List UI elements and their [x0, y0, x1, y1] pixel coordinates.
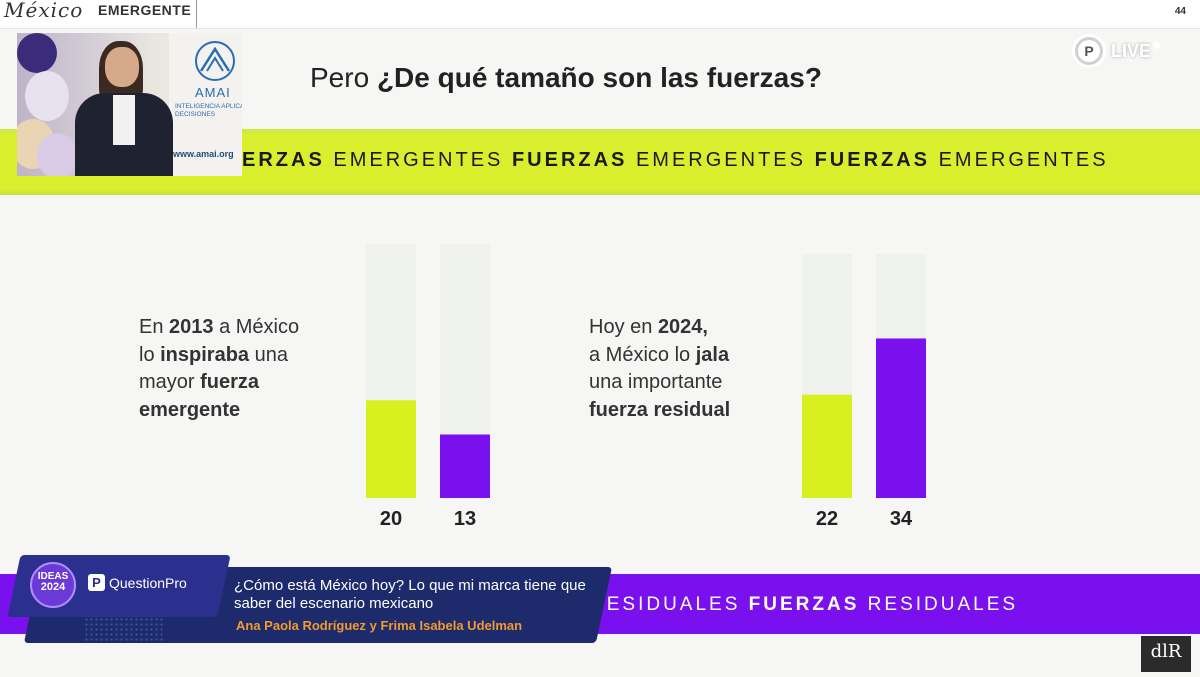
right-statement: Hoy en 2024, a México lo jala una import…	[589, 316, 731, 421]
live-label: LIVE	[1111, 40, 1152, 61]
lower-third-caption: IDEAS 2024 P QuestionPro ¿Cómo está Méxi…	[7, 555, 613, 645]
bar-value-label: 22	[816, 508, 838, 530]
logo-divider	[196, 0, 197, 28]
questionpro-logo: P QuestionPro	[88, 574, 187, 591]
balloon-image	[37, 133, 77, 176]
amai-subtitle: INTELIGENCIA APLICADA A DECISIONES	[175, 103, 242, 118]
bar	[876, 338, 926, 498]
title-lead: Pero	[310, 62, 377, 93]
speaker-video: AMAI INTELIGENCIA APLICADA A DECISIONES …	[17, 33, 242, 176]
bar-value-label: 20	[380, 508, 402, 530]
dot-pattern	[84, 617, 164, 641]
top-bar: México EMERGENTE 44	[0, 0, 1200, 29]
balloon-image	[25, 71, 69, 121]
balloon-image	[17, 33, 57, 73]
slide-title: Pero ¿De qué tamaño son las fuerzas?	[310, 62, 822, 94]
amai-banner: AMAI INTELIGENCIA APLICADA A DECISIONES …	[169, 33, 242, 176]
bar	[802, 394, 852, 498]
live-badge: P LIVE	[1072, 31, 1161, 71]
dlr-logo: dlR	[1141, 636, 1191, 672]
title-emphasis: ¿De qué tamaño son las fuerzas?	[376, 62, 822, 93]
left-statement: En 2013 a México lo inspiraba una mayor …	[139, 316, 300, 421]
bar	[440, 434, 490, 498]
emergente-logo: EMERGENTE	[98, 2, 192, 18]
talk-title: ¿Cómo está México hoy? Lo que mi marca t…	[234, 577, 586, 612]
emergent-band-text: ERZAS EMERGENTES FUERZAS EMERGENTES FUER…	[242, 149, 1109, 171]
bar	[366, 400, 416, 498]
ideas-2024-badge: IDEAS 2024	[30, 562, 76, 608]
speaker-names: Ana Paola Rodríguez y Frima Isabela Udel…	[236, 618, 523, 633]
bar-value-label: 34	[890, 508, 913, 530]
live-dot-icon	[1153, 41, 1161, 49]
chart-2024-svg: 22 34	[802, 254, 926, 530]
amai-url: www.amai.org	[173, 149, 234, 159]
slide-number: 44	[1174, 6, 1186, 17]
amai-name: AMAI	[195, 85, 231, 100]
bar-value-label: 13	[454, 508, 476, 530]
chart-2013: 20 13	[366, 244, 496, 539]
chart-2024: 22 34	[802, 254, 932, 539]
chart-2013-svg: 20 13	[366, 244, 490, 530]
questionpro-live-icon: P	[1072, 34, 1106, 68]
speaker-head	[105, 47, 139, 87]
mexico-logo: México	[4, 0, 84, 22]
speaker-shirt	[113, 95, 135, 145]
amai-logo-icon	[195, 41, 235, 81]
questionpro-icon: P	[88, 574, 105, 591]
residual-band-text: RESIDUALES FUERZAS RESIDUALES	[590, 594, 1019, 615]
